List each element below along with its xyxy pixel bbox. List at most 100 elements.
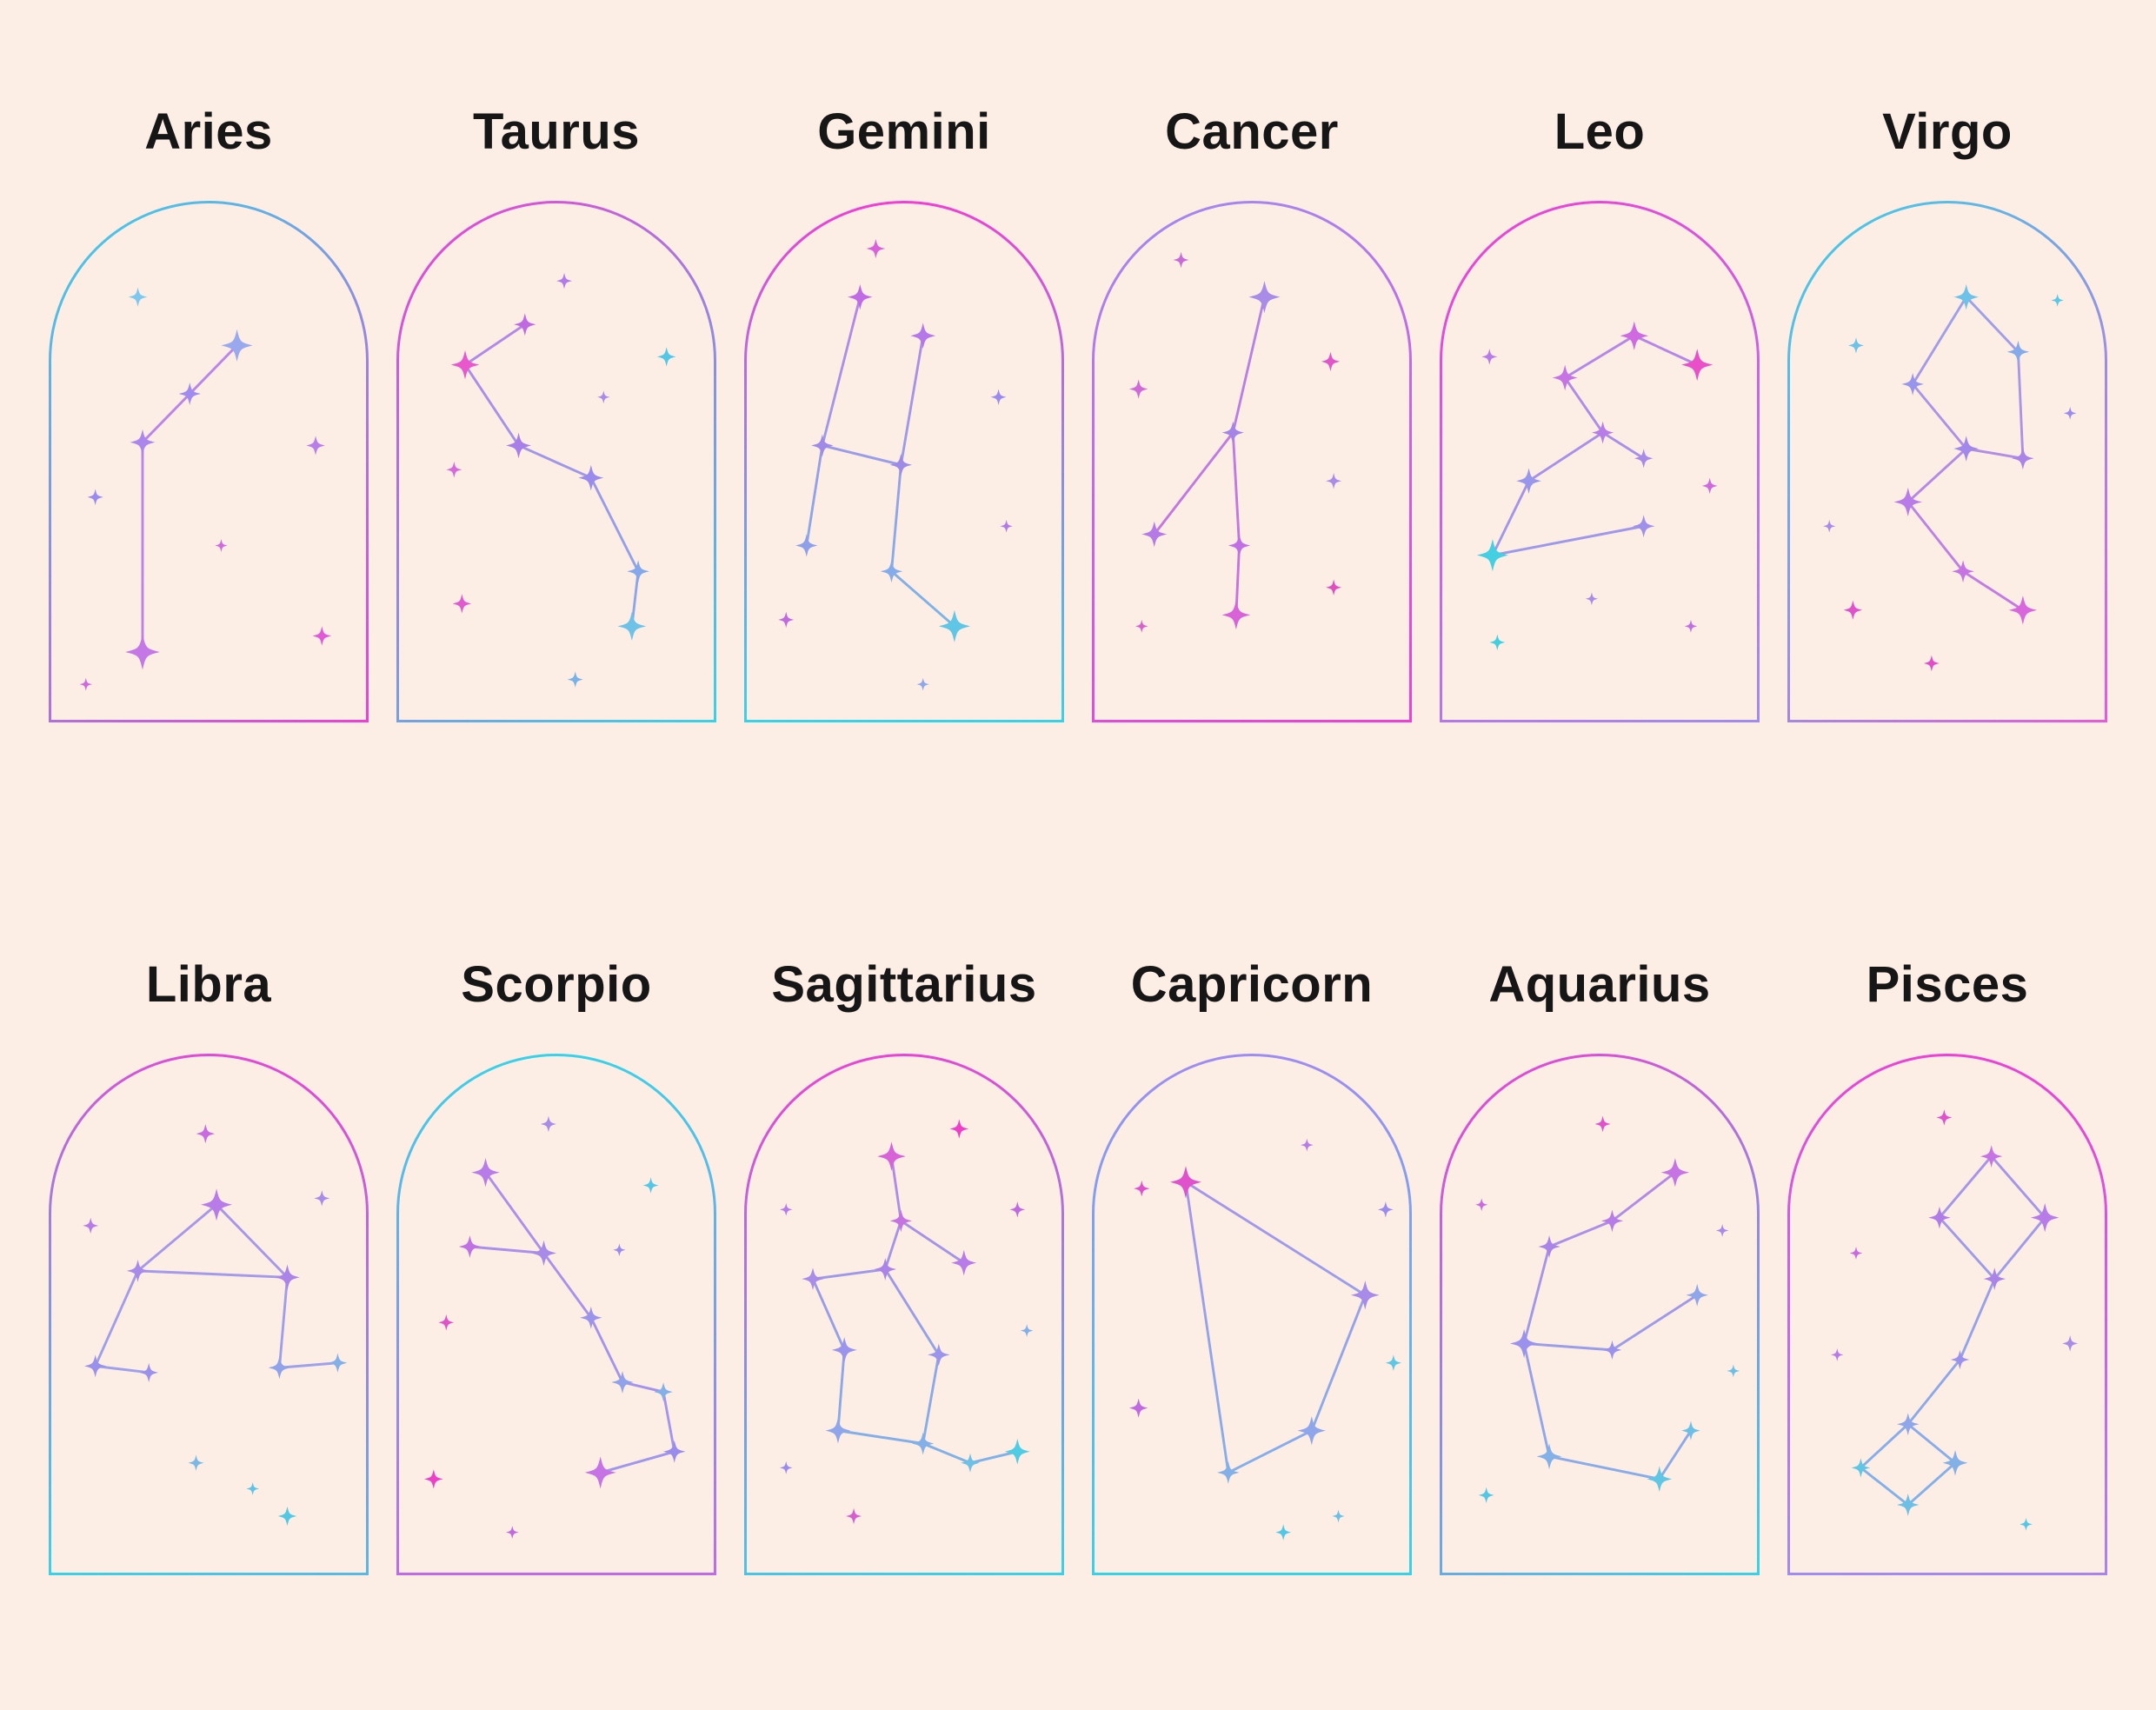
constellation-lines (1491, 334, 1699, 557)
constellation-line (463, 363, 521, 447)
star-icon (613, 1243, 626, 1257)
star-icon (130, 429, 156, 456)
star-icon (866, 238, 886, 259)
constellation-line (890, 569, 956, 628)
constellation-line (1658, 1429, 1693, 1480)
zodiac-cell: Gemini (744, 103, 1064, 722)
star-icon (847, 283, 873, 310)
star-icon (1849, 1247, 1863, 1260)
star-icon (1351, 1281, 1380, 1310)
star-icon (1847, 337, 1865, 354)
constellation-line (1965, 296, 2020, 354)
constellation-art (79, 287, 332, 691)
constellation-stars (79, 287, 332, 691)
constellation-card (1787, 1054, 2107, 1575)
constellation-line (883, 1219, 902, 1271)
constellation-line (1906, 1461, 1957, 1507)
star-icon (2020, 1517, 2033, 1531)
star-icon (990, 389, 1007, 406)
constellation-line (883, 1268, 941, 1356)
constellation-card (49, 1054, 369, 1575)
row-2: Libra Scorpio Sagittarius Capricorn Aqua… (49, 955, 2107, 1575)
constellation-lines (1906, 296, 2025, 612)
constellation-line (1938, 1216, 1996, 1281)
constellation-lines (463, 323, 640, 628)
star-icon (811, 434, 834, 457)
constellation-line (1906, 1358, 1961, 1426)
constellation-line (1227, 1429, 1314, 1474)
star-icon (1169, 1166, 1202, 1199)
constellation-line (1611, 1294, 1699, 1352)
star-icon (1377, 1201, 1394, 1218)
constellation-line (94, 1364, 150, 1374)
constellation-line (1938, 1154, 1993, 1220)
star-icon (452, 594, 472, 614)
star-icon (1647, 1466, 1673, 1493)
star-icon (1634, 449, 1654, 469)
star-icon (1332, 1509, 1345, 1523)
star-icon (275, 1264, 300, 1291)
star-icon (949, 1119, 969, 1139)
constellation-line (811, 1268, 887, 1281)
sign-title: Gemini (817, 103, 991, 160)
constellation-stars (778, 238, 1013, 691)
star-icon (654, 1381, 673, 1402)
constellation-art (446, 272, 676, 688)
constellation-art (1475, 1115, 1740, 1504)
star-icon (1727, 1364, 1740, 1378)
star-icon (277, 1506, 297, 1527)
constellation-line (1153, 431, 1234, 536)
star-icon (2063, 406, 2077, 420)
star-icon (83, 1217, 99, 1234)
constellation-stars (1823, 283, 2077, 672)
constellation-lines (94, 1203, 339, 1374)
star-icon (1681, 1421, 1700, 1441)
star-icon (1980, 1145, 2003, 1168)
star-icon (795, 534, 818, 557)
constellation-stars (780, 1119, 1034, 1525)
star-icon (1141, 521, 1168, 548)
star-icon (514, 313, 536, 336)
star-icon (1217, 1460, 1240, 1484)
constellation-line (805, 443, 824, 548)
star-icon (1326, 579, 1342, 596)
constellation-lines (141, 343, 239, 654)
constellation-line (517, 443, 593, 480)
star-icon (2006, 340, 2030, 363)
star-icon (1897, 1494, 1920, 1517)
constellation-line (542, 1251, 593, 1320)
constellation-line (469, 1245, 545, 1254)
star-icon (1686, 1283, 1708, 1307)
star-icon (1953, 436, 1980, 462)
constellation-line (1911, 296, 1968, 386)
card-inner (1442, 1056, 1757, 1573)
star-icon (642, 1177, 659, 1194)
constellation-line (1310, 1294, 1367, 1433)
star-icon (584, 1456, 616, 1489)
row-1: Aries Taurus Gemini Cancer Leo Virgo (49, 103, 2107, 722)
constellation-line (1522, 1341, 1614, 1352)
star-icon (1509, 1328, 1539, 1359)
star-icon (617, 611, 647, 642)
constellation-line (1906, 500, 1965, 573)
star-icon (1128, 1398, 1148, 1418)
star-icon (328, 1353, 348, 1373)
star-icon (916, 677, 929, 691)
star-icon (1321, 351, 1341, 372)
constellation-stars (1476, 321, 1718, 651)
sign-title: Libra (145, 956, 272, 1013)
constellation-card (396, 201, 716, 722)
star-icon (438, 1314, 455, 1331)
star-icon (780, 1460, 793, 1474)
star-icon (880, 560, 903, 583)
star-icon (1004, 1438, 1030, 1465)
star-icon (1538, 1235, 1560, 1259)
star-icon (802, 1268, 824, 1291)
star-icon (188, 1454, 204, 1472)
star-icon (531, 1240, 556, 1267)
constellation-line (589, 476, 640, 573)
constellation-line (1611, 1171, 1677, 1222)
constellation-line (278, 1275, 289, 1369)
zodiac-cell: Taurus (396, 103, 716, 722)
constellation-line (215, 1203, 289, 1279)
